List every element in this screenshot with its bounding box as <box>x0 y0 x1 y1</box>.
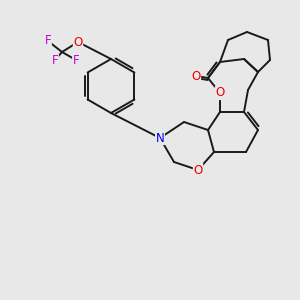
Text: F: F <box>52 53 58 67</box>
Text: O: O <box>194 164 202 176</box>
Text: N: N <box>156 131 164 145</box>
Text: F: F <box>45 34 51 47</box>
Text: F: F <box>73 53 79 67</box>
Text: O: O <box>215 86 225 100</box>
Text: O: O <box>191 70 201 83</box>
Text: O: O <box>74 35 82 49</box>
